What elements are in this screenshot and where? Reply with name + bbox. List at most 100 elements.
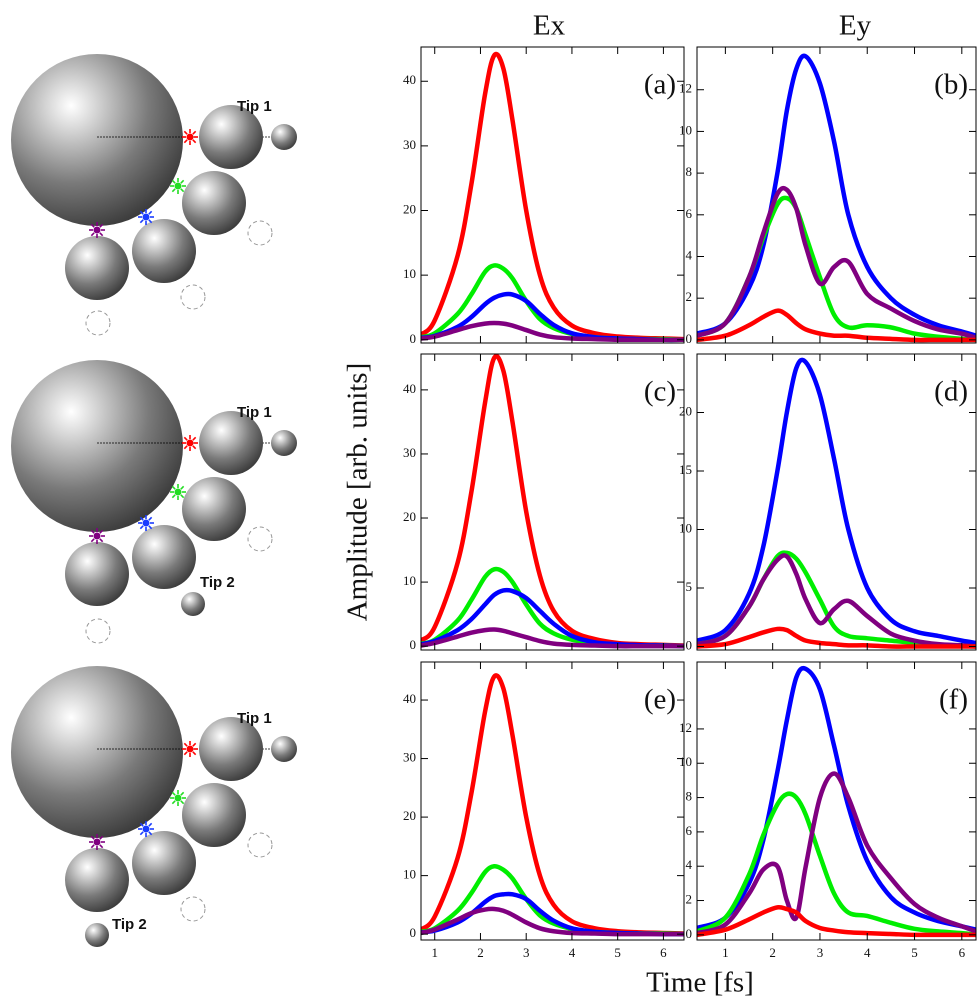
spark-ray — [183, 139, 188, 144]
spark-ray — [183, 751, 188, 756]
series-line — [697, 665, 976, 932]
spark-ray — [183, 436, 188, 441]
plot-area — [421, 354, 684, 649]
spark-ray — [99, 835, 104, 840]
spark-ray — [180, 800, 185, 805]
y-tick-label: 4 — [686, 247, 693, 262]
plot-area — [697, 665, 976, 938]
spark-ray — [90, 232, 95, 237]
y-tick-label: 12 — [679, 720, 692, 735]
y-tick-label: 2 — [686, 289, 693, 304]
spark-ray — [139, 831, 144, 836]
y-tick-label: 10 — [679, 122, 692, 137]
spark-ray — [180, 188, 185, 193]
nanosphere — [271, 736, 297, 762]
spark-ray — [192, 436, 197, 441]
spark-source — [142, 519, 150, 527]
panel-label: (c) — [644, 376, 676, 408]
spark-ray — [99, 844, 104, 849]
series-line — [421, 291, 684, 343]
y-tick-label: 15 — [679, 462, 692, 477]
y-axis-label: Amplitude [arb. units] — [342, 363, 374, 622]
spark-ray — [90, 223, 95, 228]
x-tick-label: 2 — [477, 945, 484, 960]
panel-frame — [696, 46, 977, 344]
spark-ray — [90, 835, 95, 840]
plot-area — [697, 53, 976, 343]
empty-site — [247, 526, 273, 552]
spark-ray — [99, 529, 104, 534]
y-tick-label: 20 — [403, 808, 416, 823]
panel-label: (d) — [934, 376, 968, 408]
spark-ray — [99, 538, 104, 543]
nanosphere — [11, 360, 183, 532]
y-tick-label: 0 — [686, 926, 693, 941]
x-tick-label: 5 — [911, 945, 918, 960]
y-tick-label: 8 — [686, 789, 693, 804]
y-tick-label: 20 — [679, 403, 692, 418]
empty-site — [247, 220, 273, 246]
series-line — [421, 906, 684, 937]
series-line — [697, 626, 976, 649]
y-tick-label: 30 — [403, 137, 416, 152]
spark-ray — [139, 516, 144, 521]
nanosphere — [181, 592, 205, 616]
plot-area — [421, 673, 684, 937]
spark-ray — [139, 210, 144, 215]
panel-frame — [696, 661, 977, 941]
nanosphere — [199, 105, 263, 169]
spark-ray — [90, 538, 95, 543]
tip-label: Tip 2 — [112, 916, 147, 933]
x-tick-label: 3 — [817, 945, 824, 960]
panel-label: (e) — [644, 684, 676, 716]
y-tick-label: 40 — [403, 691, 416, 706]
y-tick-label: 4 — [686, 857, 693, 872]
spark-source — [93, 226, 101, 234]
series-line — [697, 195, 976, 343]
nanosphere — [182, 783, 246, 847]
nanosphere — [182, 171, 246, 235]
series-line — [697, 357, 976, 646]
series-line — [421, 627, 684, 649]
nanosphere — [65, 236, 129, 300]
y-tick-label: 0 — [410, 637, 417, 652]
panel-frame — [696, 353, 977, 651]
y-tick-label: 5 — [686, 579, 693, 594]
nanosphere — [65, 848, 129, 912]
column-title: Ey — [839, 10, 872, 42]
y-tick-label: 10 — [679, 520, 692, 535]
y-tick-label: 0 — [410, 331, 417, 346]
spark-ray — [148, 219, 153, 224]
y-tick-label: 20 — [403, 201, 416, 216]
empty-site — [180, 284, 206, 310]
spark-ray — [139, 219, 144, 224]
spark-ray — [180, 494, 185, 499]
spark-source — [174, 488, 182, 496]
panel-label: (a) — [644, 69, 676, 101]
panel-frame — [420, 661, 685, 941]
spark-ray — [192, 130, 197, 135]
spark-ray — [183, 445, 188, 450]
nanosphere — [132, 831, 196, 895]
series-line — [697, 771, 976, 936]
x-tick-label: 5 — [614, 945, 621, 960]
spark-ray — [139, 525, 144, 530]
y-tick-label: 8 — [686, 164, 693, 179]
empty-site — [247, 832, 273, 858]
empty-site — [85, 618, 111, 644]
spark-ray — [180, 485, 185, 490]
series-line — [697, 553, 976, 649]
spark-ray — [171, 188, 176, 193]
x-tick-label: 4 — [569, 945, 576, 960]
series-line — [697, 791, 976, 938]
y-tick-label: 6 — [686, 206, 693, 221]
plot-area — [421, 51, 684, 343]
y-tick-label: 20 — [403, 509, 416, 524]
empty-site — [85, 310, 111, 336]
series-line — [697, 905, 976, 938]
series-line — [697, 308, 976, 343]
spark-source — [174, 182, 182, 190]
nanosphere — [11, 54, 183, 226]
spark-ray — [183, 742, 188, 747]
